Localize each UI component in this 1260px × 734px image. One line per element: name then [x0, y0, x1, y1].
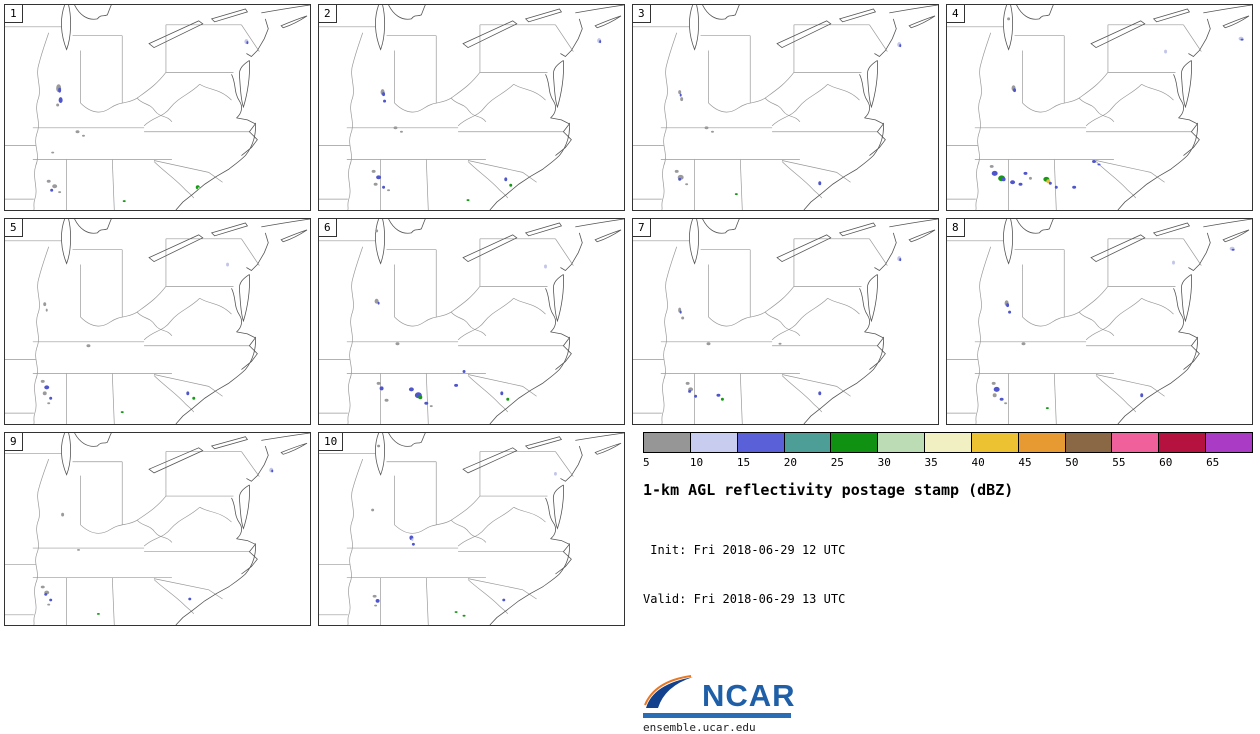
valid-time: Valid: Fri 2018-06-29 13 UTC	[643, 591, 846, 606]
panel-number-label: 1	[5, 5, 23, 23]
logo-underline-bar	[643, 712, 791, 718]
colorbar-tick: 45	[1018, 456, 1032, 469]
panel-number-label: 6	[319, 219, 337, 237]
colorbar-segment	[1158, 433, 1206, 452]
init-valid-times: Init: Fri 2018-06-29 12 UTC Valid: Fri 2…	[643, 510, 1253, 640]
reflectivity-map	[947, 219, 1252, 424]
colorbar-segment	[736, 433, 784, 452]
ensemble-url: ensemble.ucar.edu	[643, 720, 756, 734]
ncar-logo-text: NCAR	[702, 678, 796, 714]
colorbar-tick: 10	[689, 456, 704, 469]
colorbar-segment	[830, 433, 878, 452]
init-time: Init: Fri 2018-06-29 12 UTC	[643, 543, 846, 558]
plot-title: 1-km AGL reflectivity postage stamp (dBZ…	[643, 481, 1014, 499]
panel-member-3: 3	[632, 4, 939, 211]
reflectivity-map	[319, 433, 624, 625]
colorbar-tick: 5	[643, 456, 650, 469]
reflectivity-map	[633, 5, 938, 210]
colorbar-tick: 25	[830, 456, 844, 469]
panel-member-1: 1	[4, 4, 311, 211]
reflectivity-map	[5, 433, 310, 625]
panel-number-label: 5	[5, 219, 23, 237]
colorbar-tick: 35	[924, 456, 938, 469]
reflectivity-colorbar	[643, 432, 1253, 453]
panel-member-8: 8	[946, 218, 1253, 425]
colorbar-tick: 50	[1065, 456, 1079, 469]
panel-number-label: 3	[633, 5, 651, 23]
colorbar-tick: 65	[1206, 456, 1220, 469]
panel-number-label: 8	[947, 219, 965, 237]
panel-member-7: 7	[632, 218, 939, 425]
reflectivity-map	[947, 5, 1252, 210]
colorbar-segment	[1017, 433, 1065, 452]
panel-number-label: 9	[5, 433, 23, 451]
colorbar-segment	[1205, 433, 1252, 452]
colorbar-segment	[644, 433, 690, 452]
panel-member-2: 2	[318, 4, 625, 211]
panel-number-label: 4	[947, 5, 965, 23]
colorbar-segment	[1111, 433, 1159, 452]
reflectivity-map	[5, 219, 310, 424]
colorbar-segment	[924, 433, 971, 452]
reflectivity-map	[5, 5, 310, 210]
colorbar-tick-labels: 5 10 15 20 25 30 35 40 45 50 55 60 65	[643, 453, 1253, 469]
panel-number-label: 7	[633, 219, 651, 237]
colorbar-segment	[1064, 433, 1112, 452]
panel-number-label: 2	[319, 5, 337, 23]
reflectivity-map	[319, 5, 624, 210]
reflectivity-map	[633, 219, 938, 424]
colorbar-segment	[970, 433, 1018, 452]
panel-number-label: 10	[319, 433, 344, 451]
colorbar-segment	[877, 433, 925, 452]
panel-member-6: 6	[318, 218, 625, 425]
panel-member-5: 5	[4, 218, 311, 425]
colorbar-tick: 20	[783, 456, 798, 469]
colorbar-tick: 40	[971, 456, 985, 469]
legend-area: 5 10 15 20 25 30 35 40 45 50 55 60 65 1-km AGL refle…	[632, 432, 1253, 734]
reflectivity-map	[319, 219, 624, 424]
ncar-branding: NCAR ensemble.ucar.edu	[643, 674, 1253, 734]
colorbar-segment	[689, 433, 737, 452]
panel-member-4: 4	[946, 4, 1253, 211]
postage-stamp-grid: 1 2 3 4 5 6 7 8 9 10 5 10 15 20 25 30 35 40 45 50…	[4, 4, 1253, 734]
colorbar-tick: 60	[1159, 456, 1173, 469]
colorbar-segment	[783, 433, 831, 452]
panel-member-9: 9	[4, 432, 311, 626]
panel-member-10: 10	[318, 432, 625, 626]
ncar-logo-swoosh-icon	[644, 674, 693, 708]
colorbar-tick: 15	[736, 456, 751, 469]
colorbar-tick: 30	[877, 456, 891, 469]
colorbar-tick: 55	[1112, 456, 1126, 469]
